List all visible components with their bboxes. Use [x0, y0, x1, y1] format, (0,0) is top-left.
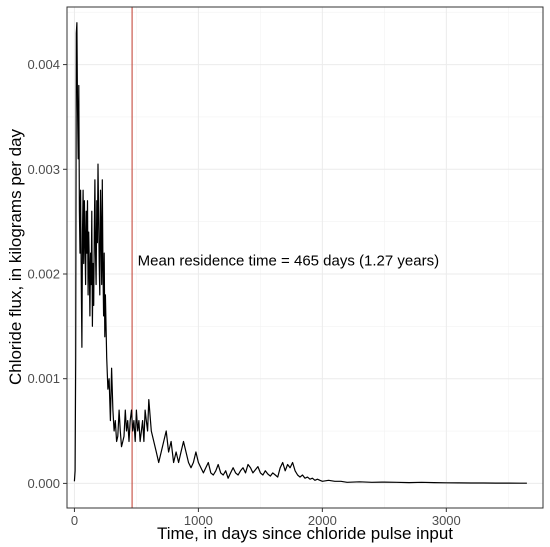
plot-border: [66, 6, 544, 509]
annotation-text: Mean residence time = 465 days (1.27 yea…: [138, 253, 439, 270]
y-tick-label: 0.001: [27, 371, 60, 386]
y-tick-label: 0.003: [27, 162, 60, 177]
x-tick-label: 2000: [308, 513, 337, 528]
series-line: [73, 22, 527, 484]
grid-major: [67, 7, 543, 508]
x-axis-ticks: 0 1000 2000 3000: [71, 508, 461, 528]
y-tick-label: 0.004: [27, 57, 60, 72]
x-tick-label: 3000: [432, 513, 461, 528]
y-tick-label: 0.000: [27, 476, 60, 491]
y-axis-ticks: 0.000 0.001 0.002 0.003 0.004: [27, 57, 67, 491]
x-axis-title: Time, in days since chloride pulse input: [157, 524, 453, 543]
x-tick-label: 0: [71, 513, 78, 528]
y-axis-title: Chloride flux, in kilograms per day: [6, 128, 25, 385]
y-tick-label: 0.002: [27, 266, 60, 281]
x-tick-label: 1000: [184, 513, 213, 528]
grid-minor: [67, 7, 543, 508]
